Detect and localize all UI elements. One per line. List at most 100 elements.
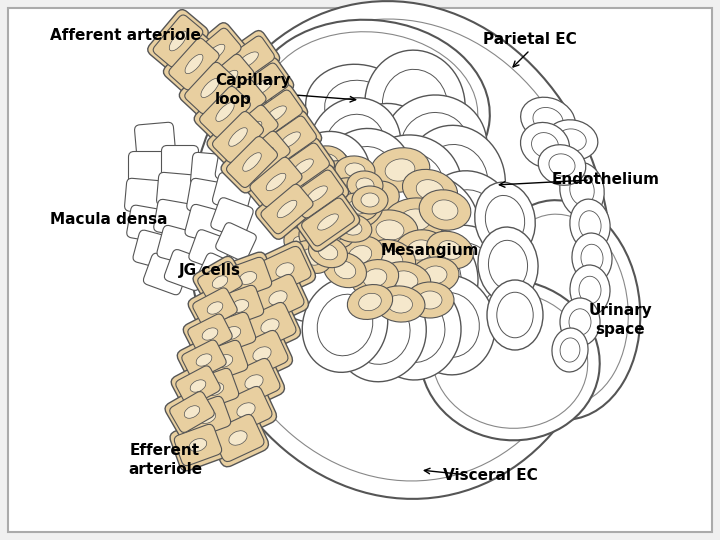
- Ellipse shape: [382, 69, 448, 140]
- Ellipse shape: [392, 271, 418, 289]
- Ellipse shape: [308, 237, 348, 268]
- Ellipse shape: [332, 204, 352, 220]
- FancyBboxPatch shape: [244, 85, 307, 144]
- Ellipse shape: [420, 280, 600, 440]
- FancyBboxPatch shape: [125, 178, 166, 214]
- Ellipse shape: [380, 175, 480, 285]
- FancyBboxPatch shape: [233, 126, 295, 186]
- FancyBboxPatch shape: [184, 23, 246, 83]
- Ellipse shape: [405, 125, 505, 235]
- Ellipse shape: [364, 240, 415, 280]
- Ellipse shape: [301, 168, 343, 202]
- Ellipse shape: [325, 114, 384, 176]
- FancyBboxPatch shape: [169, 38, 219, 90]
- Ellipse shape: [370, 148, 430, 192]
- FancyBboxPatch shape: [216, 31, 279, 90]
- Ellipse shape: [169, 31, 186, 51]
- Ellipse shape: [315, 215, 354, 248]
- Ellipse shape: [438, 190, 502, 260]
- Ellipse shape: [262, 32, 478, 188]
- Ellipse shape: [292, 159, 313, 175]
- FancyBboxPatch shape: [164, 249, 207, 291]
- Ellipse shape: [323, 190, 343, 206]
- Ellipse shape: [427, 231, 473, 269]
- Ellipse shape: [405, 275, 495, 375]
- Ellipse shape: [432, 292, 588, 428]
- Ellipse shape: [293, 237, 311, 254]
- Ellipse shape: [315, 210, 336, 227]
- Ellipse shape: [332, 214, 372, 242]
- Ellipse shape: [348, 200, 372, 220]
- FancyBboxPatch shape: [227, 137, 277, 187]
- FancyBboxPatch shape: [183, 309, 237, 359]
- Ellipse shape: [570, 174, 594, 205]
- Ellipse shape: [318, 294, 373, 356]
- FancyBboxPatch shape: [212, 414, 264, 462]
- Ellipse shape: [399, 209, 431, 231]
- FancyBboxPatch shape: [207, 409, 269, 467]
- Ellipse shape: [362, 210, 418, 250]
- Ellipse shape: [369, 280, 461, 380]
- Ellipse shape: [205, 44, 225, 62]
- Ellipse shape: [560, 298, 600, 346]
- Ellipse shape: [330, 169, 350, 185]
- Ellipse shape: [237, 403, 255, 417]
- FancyBboxPatch shape: [199, 86, 251, 138]
- FancyBboxPatch shape: [153, 15, 203, 67]
- Ellipse shape: [272, 228, 358, 322]
- Ellipse shape: [533, 107, 563, 132]
- Ellipse shape: [383, 198, 447, 242]
- FancyBboxPatch shape: [193, 288, 237, 328]
- Ellipse shape: [318, 154, 338, 170]
- Ellipse shape: [298, 188, 392, 292]
- Ellipse shape: [347, 171, 383, 199]
- Ellipse shape: [299, 221, 337, 255]
- FancyBboxPatch shape: [204, 307, 260, 359]
- FancyBboxPatch shape: [245, 152, 307, 212]
- Ellipse shape: [359, 293, 382, 310]
- Ellipse shape: [347, 285, 392, 320]
- Ellipse shape: [279, 132, 300, 148]
- Ellipse shape: [279, 131, 371, 228]
- FancyBboxPatch shape: [165, 386, 219, 438]
- FancyBboxPatch shape: [197, 253, 240, 295]
- FancyBboxPatch shape: [302, 198, 354, 246]
- Ellipse shape: [289, 153, 331, 187]
- Ellipse shape: [276, 263, 294, 277]
- Ellipse shape: [419, 190, 471, 230]
- Ellipse shape: [207, 302, 222, 314]
- FancyBboxPatch shape: [223, 353, 284, 411]
- FancyBboxPatch shape: [185, 62, 235, 114]
- Ellipse shape: [253, 347, 271, 361]
- FancyBboxPatch shape: [225, 257, 271, 299]
- FancyBboxPatch shape: [215, 146, 255, 184]
- Ellipse shape: [359, 248, 421, 316]
- Ellipse shape: [342, 230, 438, 334]
- Ellipse shape: [242, 122, 262, 139]
- FancyBboxPatch shape: [250, 90, 302, 138]
- FancyBboxPatch shape: [200, 340, 248, 382]
- FancyBboxPatch shape: [221, 131, 283, 193]
- FancyBboxPatch shape: [193, 256, 247, 308]
- Ellipse shape: [294, 187, 336, 222]
- Text: Afferent arteriole: Afferent arteriole: [50, 28, 201, 43]
- Text: JG cells: JG cells: [179, 262, 241, 278]
- Ellipse shape: [354, 122, 416, 188]
- FancyBboxPatch shape: [244, 302, 296, 349]
- Ellipse shape: [383, 95, 487, 195]
- Ellipse shape: [419, 225, 511, 325]
- Ellipse shape: [342, 221, 362, 235]
- Ellipse shape: [497, 292, 534, 338]
- FancyBboxPatch shape: [216, 285, 264, 327]
- FancyBboxPatch shape: [214, 79, 266, 129]
- Ellipse shape: [239, 272, 257, 285]
- Ellipse shape: [387, 295, 413, 313]
- Ellipse shape: [572, 233, 612, 283]
- Ellipse shape: [277, 200, 297, 218]
- Ellipse shape: [229, 127, 247, 146]
- Ellipse shape: [231, 300, 248, 313]
- FancyBboxPatch shape: [133, 230, 177, 270]
- Ellipse shape: [284, 228, 320, 262]
- Ellipse shape: [251, 79, 272, 95]
- Ellipse shape: [379, 262, 431, 298]
